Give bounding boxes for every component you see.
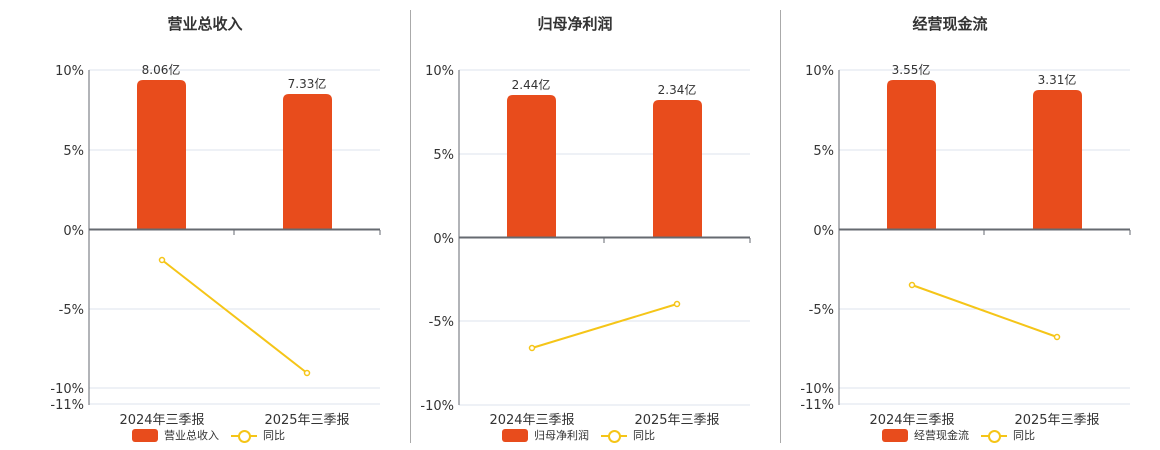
legend-line-label[interactable]: 同比 (633, 429, 655, 442)
y-tick-label: 5% (63, 144, 84, 159)
yoy-point[interactable] (528, 344, 536, 352)
chart-operating-cashflow: 10% 5% 0% -5% -10% -11% 3.55亿 3.31亿 2024… (800, 62, 1131, 428)
legend: 营业总收入 同比 (132, 427, 285, 443)
y-tick-label: -5% (809, 303, 834, 318)
bar-value-label: 3.31亿 (1038, 72, 1077, 87)
x-tick-label: 2024年三季报 (119, 413, 204, 428)
x-tick-label: 2025年三季报 (264, 413, 349, 428)
legend-line-icon[interactable] (981, 429, 1007, 443)
y-tick-label: -11% (800, 398, 834, 413)
x-tick-label: 2024年三季报 (869, 413, 954, 428)
y-tick-label: 0% (813, 224, 834, 239)
bar-2025[interactable] (1033, 90, 1082, 230)
chart-panel-operating-cashflow: 经营现金流 10% 5% 0% -5% -10% -11% 3.55亿 3.31… (780, 0, 1160, 450)
y-tick-label: -10% (420, 399, 454, 414)
legend-line-label[interactable]: 同比 (263, 429, 285, 442)
x-tick-label: 2024年三季报 (489, 413, 574, 428)
legend-line-label[interactable]: 同比 (1013, 429, 1035, 442)
yoy-point[interactable] (673, 300, 681, 308)
y-tick-label: -5% (59, 303, 84, 318)
legend-bar-label[interactable]: 营业总收入 (164, 429, 219, 442)
panel-divider (780, 10, 781, 443)
chart-net-profit: 10% 5% 0% -5% -10% 2.44亿 2.34亿 2024年三季报 … (420, 64, 751, 428)
y-tick-label: 5% (433, 148, 454, 163)
yoy-line (911, 284, 1058, 338)
yoy-point[interactable] (908, 281, 916, 289)
panel-divider (410, 10, 411, 443)
yoy-point[interactable] (303, 369, 311, 377)
yoy-line (161, 259, 308, 374)
y-tick-label: -10% (50, 382, 84, 397)
y-tick-label: 10% (55, 64, 84, 79)
bar-value-label: 3.55亿 (892, 62, 931, 77)
bar-2024[interactable] (887, 80, 936, 230)
y-tick-label: -10% (800, 382, 834, 397)
yoy-point[interactable] (1053, 333, 1061, 341)
legend-bar-label[interactable]: 经营现金流 (914, 429, 969, 442)
yoy-point[interactable] (158, 256, 166, 264)
legend-line-icon[interactable] (231, 429, 257, 443)
legend-bar-swatch[interactable] (882, 428, 908, 442)
y-tick-label: -5% (429, 315, 454, 330)
legend: 归母净利润 同比 (502, 427, 655, 443)
x-tick-label: 2025年三季报 (634, 413, 719, 428)
y-tick-label: -11% (50, 398, 84, 413)
chart-title: 经营现金流 (912, 15, 988, 33)
y-tick-label: 10% (805, 64, 834, 79)
chart-revenue: 10% 5% 0% -5% -10% -11% 8.06亿 7.33亿 2024… (50, 62, 381, 428)
legend: 经营现金流 同比 (882, 427, 1035, 443)
chart-panel-revenue: 营业总收入 10% 5% 0% -5% -10% -11% 8.06亿 7.33… (0, 0, 410, 450)
chart-panel-net-profit: 归母净利润 10% 5% 0% -5% -10% 2.44亿 2.34亿 202… (410, 0, 780, 450)
bar-2025[interactable] (653, 100, 702, 238)
legend-line-icon[interactable] (601, 429, 627, 443)
legend-bar-swatch[interactable] (132, 428, 158, 442)
bar-2024[interactable] (507, 95, 556, 238)
x-tick-label: 2025年三季报 (1014, 413, 1099, 428)
chart-title: 营业总收入 (167, 15, 243, 33)
chart-title: 归母净利润 (537, 15, 613, 33)
y-tick-label: 0% (433, 232, 454, 247)
legend-bar-label[interactable]: 归母净利润 (534, 429, 589, 442)
bar-value-label: 2.44亿 (512, 77, 551, 92)
bar-value-label: 2.34亿 (658, 82, 697, 97)
y-tick-label: 5% (813, 144, 834, 159)
bar-2024[interactable] (137, 80, 186, 230)
bar-value-label: 8.06亿 (142, 62, 181, 77)
y-tick-label: 10% (425, 64, 454, 79)
bar-2025[interactable] (283, 94, 332, 230)
legend-bar-swatch[interactable] (502, 428, 528, 442)
y-tick-label: 0% (63, 224, 84, 239)
yoy-line (531, 303, 678, 349)
bar-value-label: 7.33亿 (288, 76, 327, 91)
